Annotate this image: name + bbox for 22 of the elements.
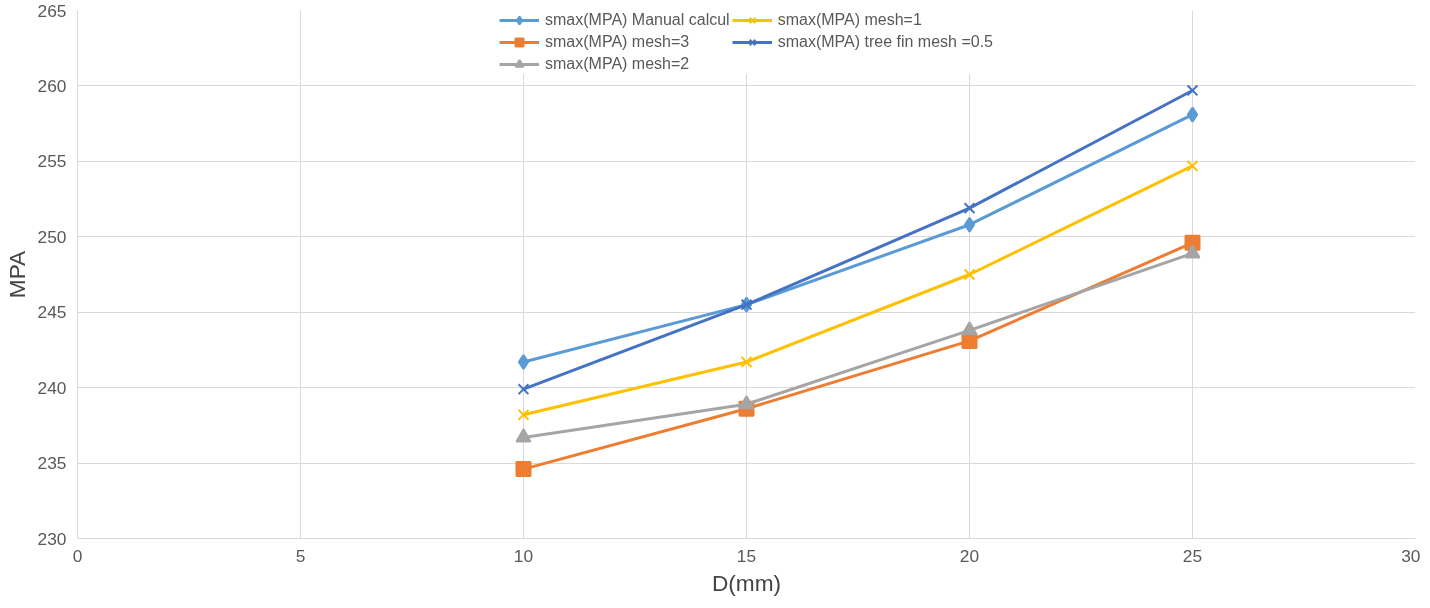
y-tick-label: 235 [37,453,67,474]
x-tick-label: 30 [1401,545,1421,566]
x-tick-label: 15 [736,545,757,566]
legend-label: smax(MPA) mesh=1 [777,11,922,29]
y-tick-label: 255 [37,151,67,172]
x-tick-label: 20 [959,545,980,566]
y-tick-label: 260 [37,75,67,96]
x-tick-label: 25 [1182,545,1203,566]
x-tick-label: 0 [72,545,83,566]
legend-label: smax(MPA) tree fin mesh =0.5 [777,33,993,51]
legend-label: smax(MPA) mesh=2 [545,55,690,73]
x-axis-title: D(mm) [711,569,782,596]
y-tick-label: 250 [37,226,67,247]
legend-label: smax(MPA) Manual calcul [545,11,730,29]
y-tick-label: 230 [37,528,67,549]
y-axis-title: MPA [3,249,30,299]
y-tick-label: 265 [37,0,67,21]
legend-label: smax(MPA) mesh=3 [545,33,690,51]
x-tick-label: 5 [295,545,306,566]
y-tick-label: 245 [37,302,67,323]
x-tick-label: 10 [513,545,534,566]
y-tick-label: 240 [37,377,67,398]
